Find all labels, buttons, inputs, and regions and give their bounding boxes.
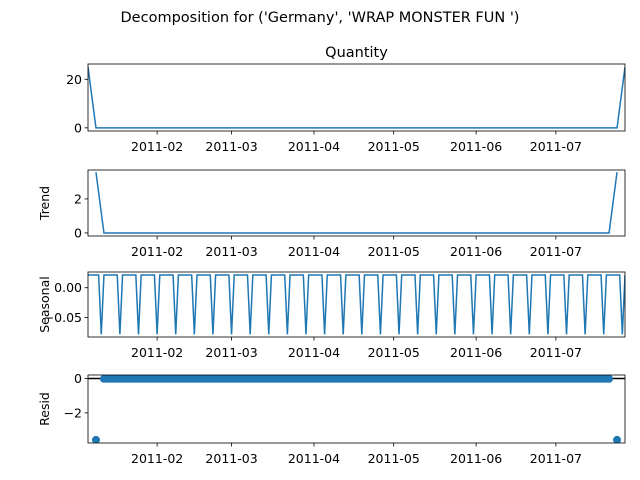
- x-tick-label: 2011-07: [530, 139, 582, 154]
- x-tick-label: 2011-07: [530, 451, 582, 466]
- plot-area: [88, 67, 625, 129]
- panel-4: 0 −2 2011-02 2011-03 2011-04 2011-05 2011-06 20…: [37, 371, 626, 466]
- x-tick-label: 2011-02: [131, 451, 183, 466]
- x-tick-label: 2011-03: [205, 451, 257, 466]
- x-tick-label: 2011-04: [288, 451, 340, 466]
- panel-1: 0 20 2011-02 2011-03 2011-04 2011-05 2011-06 20…: [66, 45, 626, 154]
- x-tick-label: 2011-04: [288, 139, 340, 154]
- resid-point-outlier: [91, 435, 100, 443]
- plot-area: [95, 172, 618, 234]
- seasonal-line: [88, 274, 625, 335]
- resid-point-outlier: [613, 435, 622, 443]
- series-line: [95, 172, 618, 234]
- x-tick-label: 2011-07: [530, 244, 582, 259]
- panel-2: 0 2 2011-02 2011-03 2011-04 2011-05 2011-06 201…: [37, 169, 626, 259]
- x-tick-label: 2011-05: [368, 345, 420, 360]
- x-tick-label: 2011-03: [205, 345, 257, 360]
- x-tick-label: 2011-07: [530, 345, 582, 360]
- y-tick-label: 20: [66, 72, 82, 87]
- series-line: [88, 67, 625, 129]
- x-tick-label: 2011-05: [368, 244, 420, 259]
- x-tick-label: 2011-06: [450, 139, 502, 154]
- plot-area: [88, 274, 625, 335]
- plot-area: [88, 375, 625, 443]
- y-tick-label: 0: [74, 371, 82, 386]
- y-axis-label: Resid: [37, 392, 52, 426]
- y-axis-label: Trend: [37, 186, 52, 221]
- panel-title: Quantity: [325, 45, 388, 61]
- panel-3: 0.00 −0.05 2011-02 2011-03 2011-04 2011-05 201…: [37, 271, 626, 360]
- y-tick-label: 0: [74, 120, 82, 135]
- axes-frame: [87, 271, 626, 338]
- x-tick-label: 2011-02: [131, 345, 183, 360]
- x-tick-label: 2011-06: [450, 345, 502, 360]
- figure-title: Decomposition for ('Germany', 'WRAP MONS…: [121, 10, 520, 26]
- x-tick-label: 2011-06: [450, 244, 502, 259]
- x-tick-label: 2011-04: [288, 244, 340, 259]
- x-tick-label: 2011-06: [450, 451, 502, 466]
- x-tick-label: 2011-03: [205, 244, 257, 259]
- y-tick-label: −0.05: [44, 310, 82, 325]
- y-tick-label: −2: [64, 405, 82, 420]
- y-tick-label: 0: [74, 225, 82, 240]
- resid-point: [605, 375, 614, 383]
- x-tick-label: 2011-03: [205, 139, 257, 154]
- axes-frame: [87, 63, 626, 132]
- axes-frame: [87, 169, 626, 237]
- x-tick-label: 2011-02: [131, 244, 183, 259]
- axes-frame: [87, 374, 626, 444]
- x-tick-label: 2011-05: [368, 139, 420, 154]
- x-tick-label: 2011-02: [131, 139, 183, 154]
- x-tick-label: 2011-04: [288, 345, 340, 360]
- y-tick-label: 2: [74, 191, 82, 206]
- y-tick-label: 0.00: [54, 280, 82, 295]
- x-tick-label: 2011-05: [368, 451, 420, 466]
- y-axis-label: Seasonal: [37, 276, 52, 333]
